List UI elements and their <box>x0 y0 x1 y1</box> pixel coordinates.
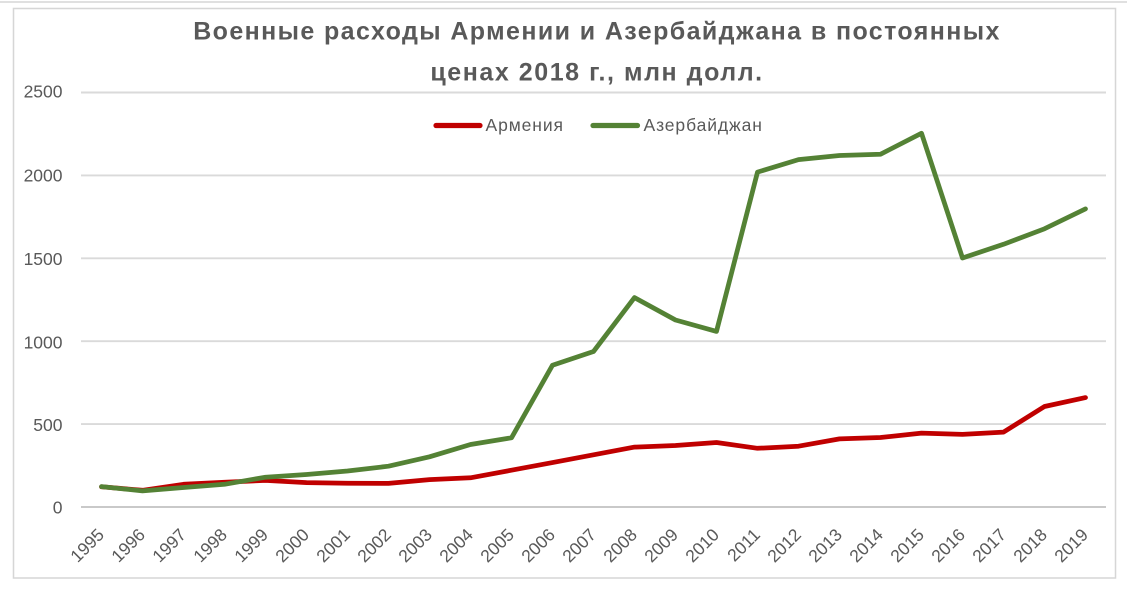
svg-text:1500: 1500 <box>24 249 63 269</box>
svg-text:1000: 1000 <box>24 332 63 352</box>
svg-text:Азербайджан: Азербайджан <box>644 115 763 135</box>
svg-text:500: 500 <box>33 415 62 435</box>
svg-text:Военные расходы Армении и Азер: Военные расходы Армении и Азербайджана в… <box>193 18 1001 46</box>
svg-text:ценах 2018 г., млн долл.: ценах 2018 г., млн долл. <box>430 59 763 87</box>
svg-text:2000: 2000 <box>24 165 63 185</box>
svg-text:Армения: Армения <box>486 115 564 135</box>
svg-text:2500: 2500 <box>24 82 63 102</box>
svg-text:0: 0 <box>53 497 63 517</box>
